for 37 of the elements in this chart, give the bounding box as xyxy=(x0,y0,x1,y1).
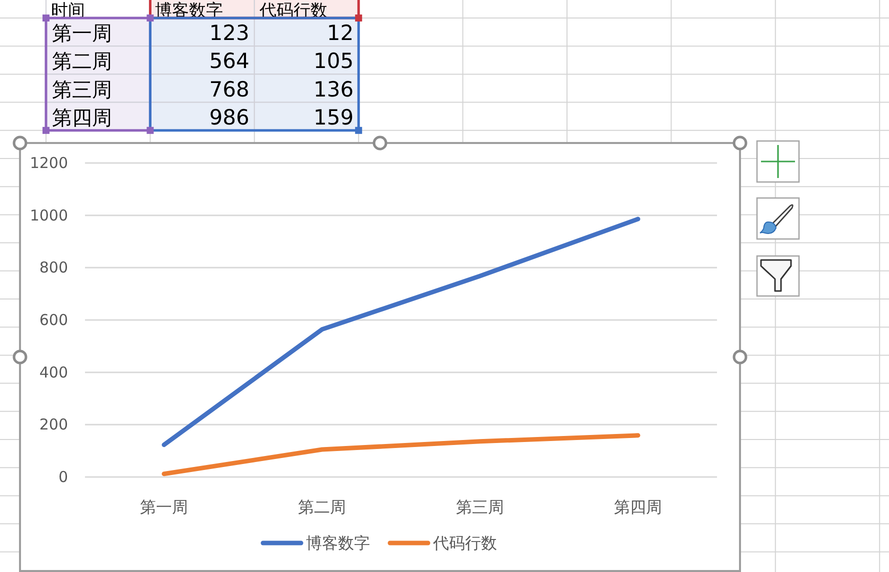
category-label: 第四周 xyxy=(52,105,112,130)
data-label: 564 xyxy=(209,49,250,74)
cell: 第三周 xyxy=(46,74,151,103)
cell: 564 xyxy=(150,46,255,75)
cell: 159 xyxy=(254,102,360,131)
data-label: 105 xyxy=(314,49,354,74)
data-label: 159 xyxy=(314,105,354,130)
cell: 986 xyxy=(150,102,255,131)
x-tick-label: 第一周 xyxy=(140,498,188,516)
y-tick-label: 0 xyxy=(58,468,68,486)
y-tick-label: 1000 xyxy=(30,206,68,224)
x-tick-label: 第二周 xyxy=(298,498,346,516)
cell: 第二周 xyxy=(46,46,151,75)
data-label: 986 xyxy=(209,105,250,130)
x-tick-label: 第四周 xyxy=(614,498,662,516)
category-label: 第三周 xyxy=(52,77,112,102)
y-tick-label: 400 xyxy=(39,363,68,382)
legend-label: 代码行数 xyxy=(432,534,497,552)
x-tick-label: 第三周 xyxy=(456,498,504,516)
cell: 第一周 xyxy=(46,18,151,47)
cell: 12 xyxy=(254,18,360,47)
cell: 第四周 xyxy=(46,102,151,131)
category-label: 第二周 xyxy=(52,49,112,74)
data-label: 12 xyxy=(326,21,354,46)
y-tick-label: 200 xyxy=(39,416,68,434)
cell: 136 xyxy=(254,74,360,103)
data-label: 123 xyxy=(209,21,250,46)
y-tick-label: 1200 xyxy=(30,154,68,172)
data-label: 136 xyxy=(314,77,354,102)
data-label: 768 xyxy=(209,77,250,102)
cell: 768 xyxy=(150,74,255,103)
legend-label: 博客数字 xyxy=(306,534,370,552)
y-tick-label: 600 xyxy=(39,311,68,329)
cell: 105 xyxy=(254,46,360,75)
category-label: 第一周 xyxy=(52,21,112,46)
y-tick-label: 800 xyxy=(39,258,68,277)
cell: 123 xyxy=(150,18,255,47)
